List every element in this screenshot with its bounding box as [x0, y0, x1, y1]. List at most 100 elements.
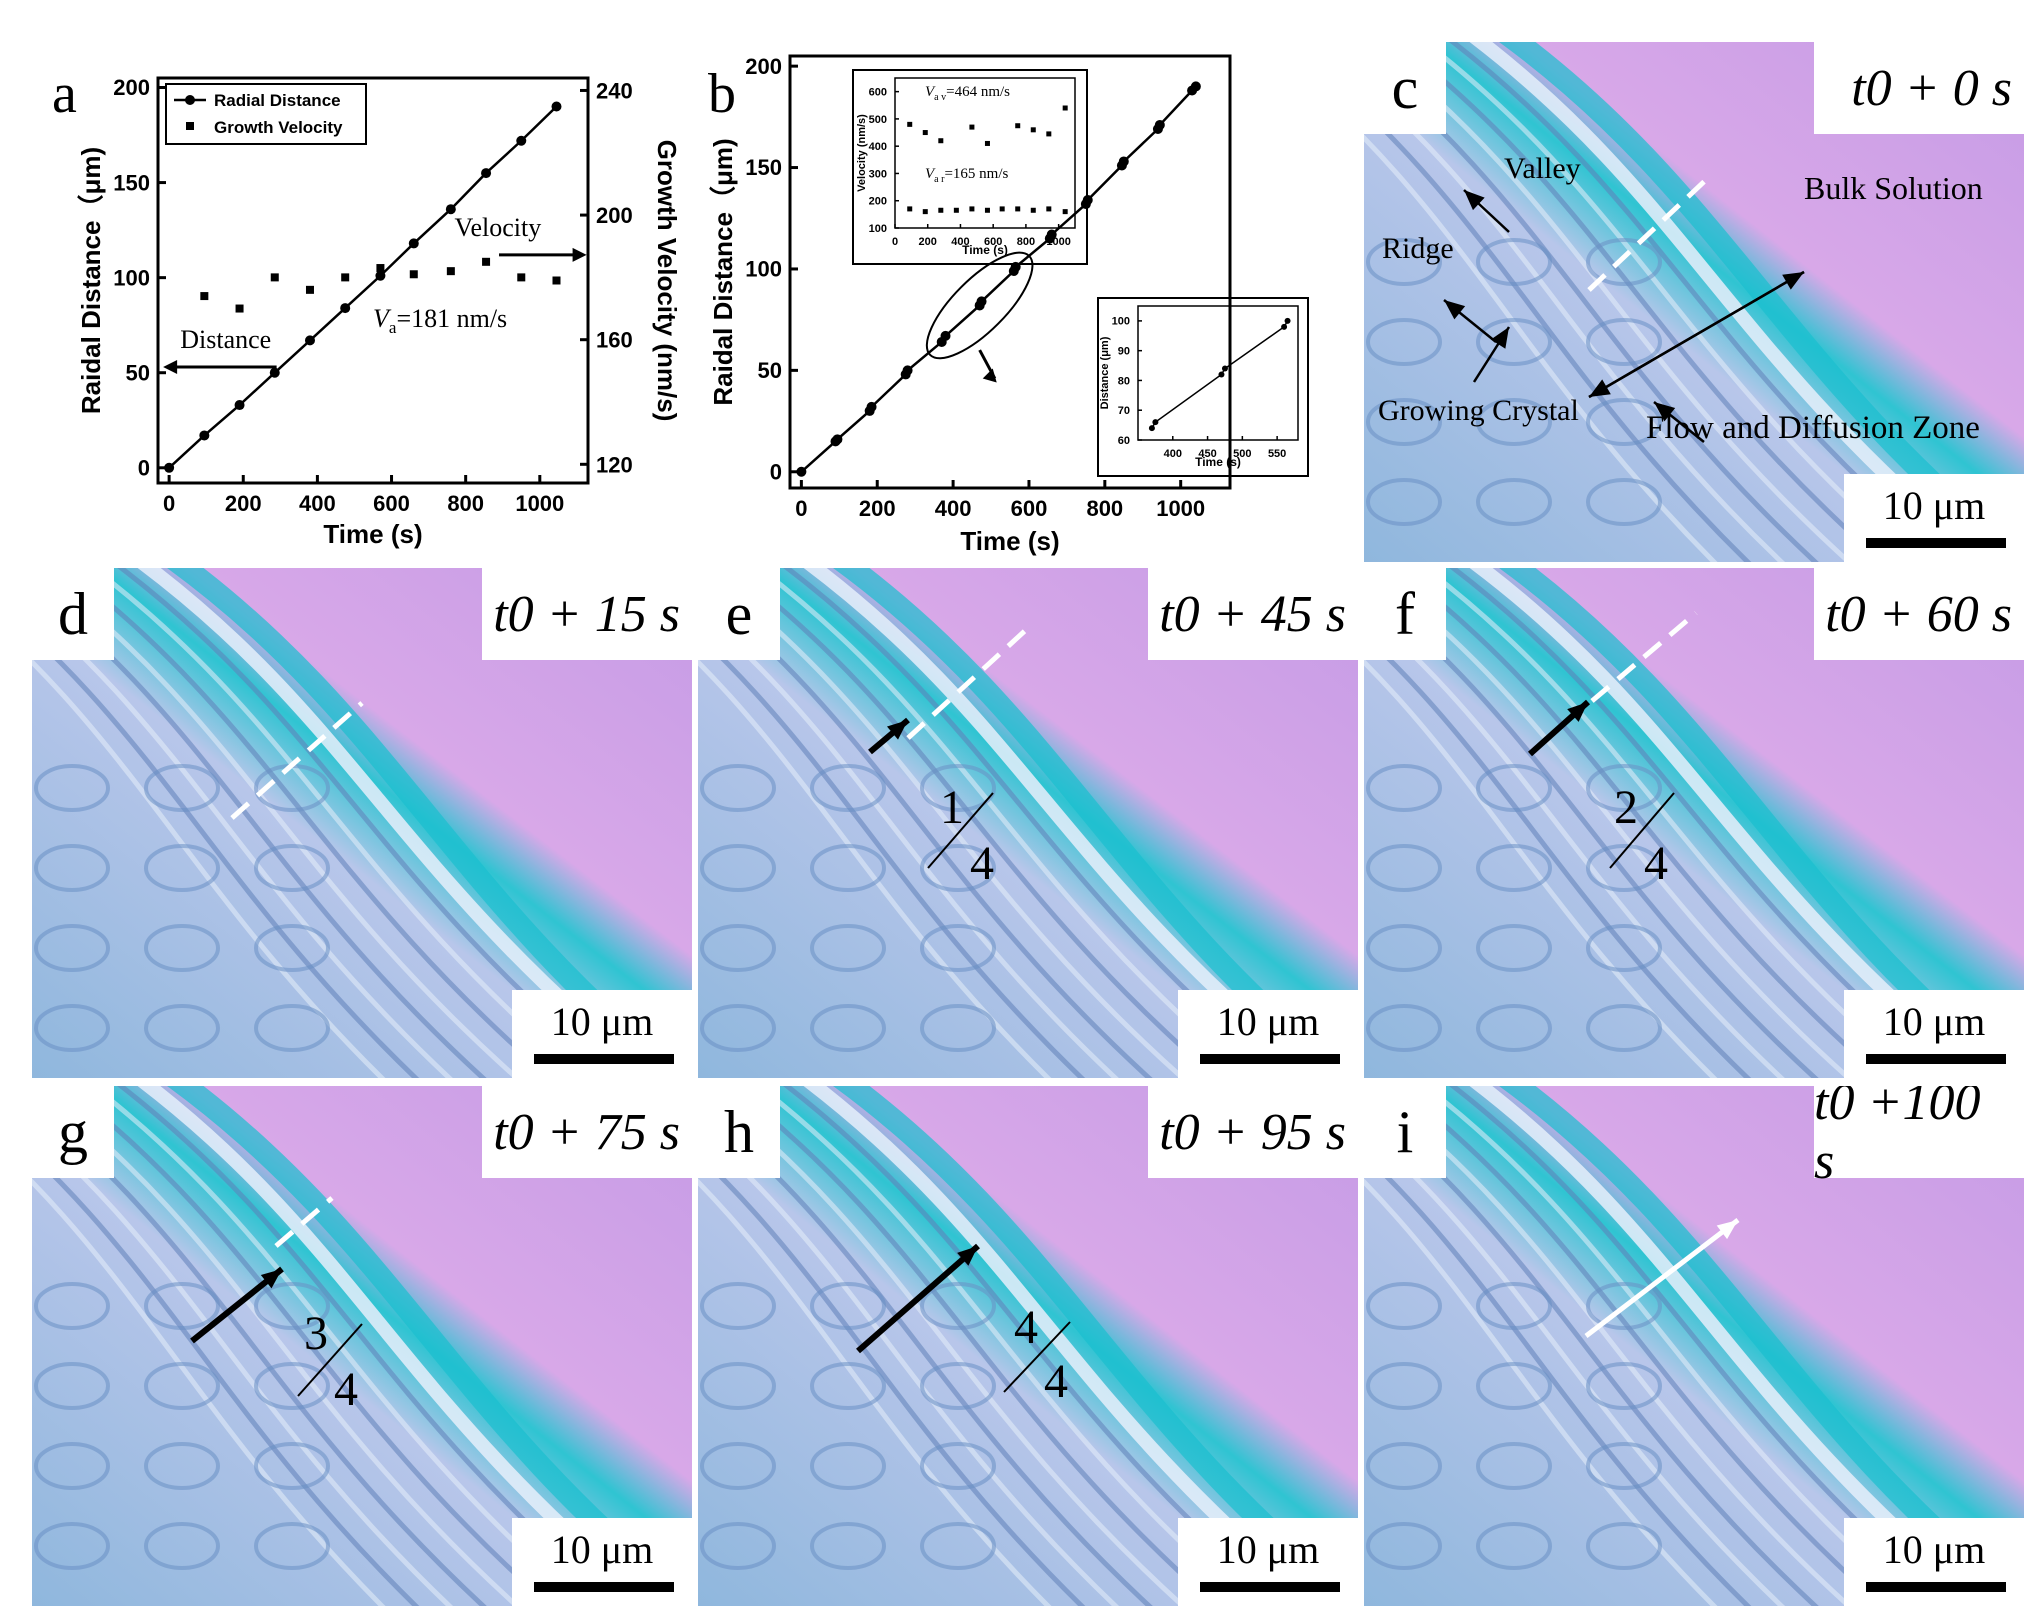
crystal-ring: [920, 1522, 996, 1570]
chart-a-legend-label-1: Radial Distance: [214, 91, 341, 110]
chart-b-inset-velocity-xtick-label: 600: [984, 236, 1002, 248]
fraction-denominator-e: 4: [970, 837, 994, 890]
crystal-ring: [1586, 1442, 1662, 1490]
crystal-ring: [34, 1442, 110, 1490]
chart-a-growth-velocity-point: [200, 292, 209, 301]
chart-b-inset-distance-xlabel: Time (s): [1195, 455, 1241, 469]
scale-text-g: 10 μm: [550, 1527, 654, 1572]
chart-b-inset-distance-point: [1148, 425, 1155, 432]
scale-line-c: [1866, 538, 2006, 548]
crystal-ring: [1366, 238, 1442, 286]
chart-b-inset-velocity-low-point: [1046, 206, 1052, 212]
annotation-flow-diffusion-zone: Flow and Diffusion Zone: [1646, 410, 1980, 446]
chart-a-ytick-label: 0: [138, 455, 150, 480]
chart-a-radial-distance-point: [445, 204, 456, 215]
panel-label-b: b: [708, 63, 736, 125]
panel-label-i: i: [1364, 1086, 1446, 1178]
chart-b-inset-distance-xtick-label: 400: [1164, 448, 1182, 460]
chart-a-y2tick-label: 240: [596, 78, 633, 103]
chart-b-inset-distance-point: [1284, 317, 1291, 324]
chart-a-growth-velocity-point: [376, 264, 385, 273]
crystal-ring: [144, 1522, 220, 1570]
chart-b-point: [832, 434, 843, 445]
growing-crystal-arrow-head: [1490, 327, 1509, 349]
chart-b-inset-velocity-low-point: [1030, 207, 1036, 213]
panel-label-h: h: [698, 1086, 780, 1178]
chart-a-radial-distance-point: [375, 270, 386, 281]
crystal-ring: [1586, 844, 1662, 892]
crystal-ring: [1366, 318, 1442, 366]
annotation-ridge: Ridge: [1382, 232, 1454, 265]
crystal-ring: [34, 764, 110, 812]
chart-a-radial-distance-point: [551, 101, 562, 112]
chart-a-annotation-distance: Distance: [180, 325, 271, 354]
time-text-c: t0 + 0 s: [1851, 59, 2012, 117]
chart-b-point: [1046, 229, 1057, 240]
scale-text-c: 10 μm: [1882, 483, 1986, 528]
chart-b-inset-velocity-low-point: [1062, 209, 1068, 215]
chart-a-arrowhead-distance: [163, 360, 178, 375]
scale-bar-f: 10 μm: [1844, 990, 2024, 1078]
chart-a-radial-distance-point: [340, 303, 351, 314]
chart-b-inset-velocity-border: [852, 69, 1088, 265]
annotation-bulk-solution: Bulk Solution: [1804, 170, 1983, 206]
chart-b-point: [1118, 156, 1129, 167]
chart-b-inset-distance-xtick-label: 500: [1233, 448, 1251, 460]
chart-b-inset-velocity-high-point: [984, 140, 990, 146]
crystal-ring: [1586, 1362, 1662, 1410]
chart-panel-a: a 0 200 400 600 800 1000 0 50 100 150 200 120 160 200…: [0, 0, 690, 560]
chart-a-frame: [156, 76, 590, 485]
crystal-ring: [700, 844, 776, 892]
crystal-ring: [1476, 1442, 1552, 1490]
growth-band: [1420, 42, 1921, 562]
crystal-ring: [810, 1282, 886, 1330]
chart-b-inset-velocity-low-point: [938, 207, 944, 213]
scale-text-h: 10 μm: [1216, 1527, 1320, 1572]
chart-b-inset-velocity-low-point: [953, 207, 959, 213]
zone-arrow-head: [1654, 402, 1676, 422]
chart-b-frame: [788, 54, 1232, 490]
chart-a-xtick-label: 800: [447, 491, 484, 516]
chart-b-inset-annotation-ar: Va r=165 nm/s: [925, 166, 1008, 185]
progress-arrow: [856, 1243, 980, 1354]
growth-band: [1420, 1086, 1921, 1606]
chart-a-growth-velocity-point: [305, 285, 314, 294]
growth-band: [698, 631, 1086, 1078]
fraction-slash: [297, 1323, 363, 1397]
crystal-ring: [920, 1442, 996, 1490]
crystal-ring: [810, 1522, 886, 1570]
chart-b-inset-distance-point: [1281, 323, 1288, 330]
crystal-ring: [810, 844, 886, 892]
crystal-ring: [254, 844, 330, 892]
time-stamp-g: t0 + 75 s: [482, 1086, 692, 1178]
chart-b-ytick-label: 100: [745, 257, 782, 282]
time-stamp-e: t0 + 45 s: [1148, 568, 1358, 660]
crystal-ring: [144, 924, 220, 972]
chart-a-ytick-label: 200: [113, 75, 150, 100]
chart-a-series-radial-distance-line: [168, 105, 558, 469]
scale-text-e: 10 μm: [1216, 999, 1320, 1044]
crystal-ring: [1586, 924, 1662, 972]
time-text-g: t0 + 75 s: [493, 1103, 680, 1161]
chart-b-inset-velocity-low-point: [922, 209, 928, 215]
chart-a-ylabel: Raidal Distance（μm): [76, 147, 106, 414]
chart-b-inset-velocity-frame: [894, 77, 1076, 229]
crystal-ring: [1366, 1282, 1442, 1330]
chart-a-radial-distance-point: [164, 462, 175, 473]
crystal-ring: [1476, 478, 1552, 526]
chart-b-inset-velocity-xtick-label: 200: [919, 236, 937, 248]
chart-b-ylabel: Raidal Distance（μm): [708, 138, 738, 405]
fraction-slash: [1003, 1321, 1071, 1393]
panel-label-f: f: [1364, 568, 1446, 660]
crystal-ring: [254, 1442, 330, 1490]
crystal-ring: [920, 1004, 996, 1052]
crystal-ring: [144, 1362, 220, 1410]
crystal-ring: [810, 1362, 886, 1410]
chart-b-xtick-label: 1000: [1156, 496, 1205, 521]
crystal-ring: [1366, 764, 1442, 812]
crystal-ring: [1366, 478, 1442, 526]
crystal-ring: [254, 1522, 330, 1570]
chart-b-ytick-label: 50: [758, 358, 782, 383]
fraction-numerator-f: 2: [1614, 781, 1638, 834]
